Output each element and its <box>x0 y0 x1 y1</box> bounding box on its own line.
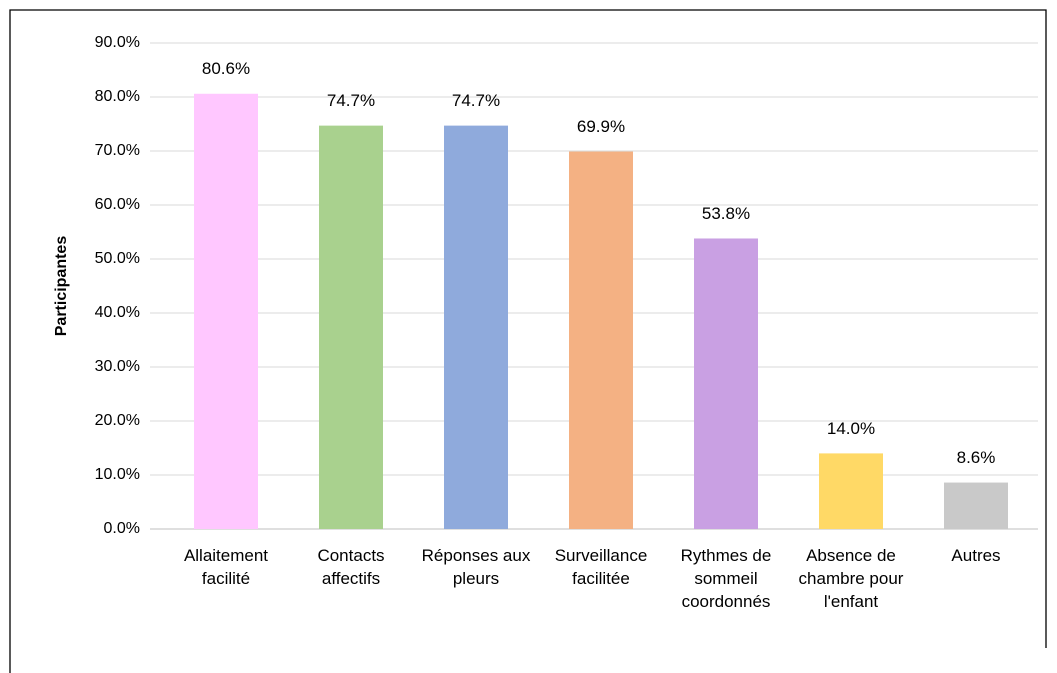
bar <box>444 125 508 530</box>
y-tick-label: 10.0% <box>95 466 140 483</box>
value-label: 74.7% <box>327 91 375 110</box>
bar <box>194 93 258 529</box>
y-tick-label: 90.0% <box>95 34 140 51</box>
y-tick-label: 40.0% <box>95 304 140 321</box>
x-tick-label: Allaitement facilité <box>183 546 269 588</box>
y-tick-label: 30.0% <box>95 358 140 375</box>
x-tick-label: Contacts affectifs <box>317 546 385 588</box>
y-axis-label: Participantes <box>53 236 70 337</box>
x-tick-label: Surveillance facilitée <box>554 546 648 588</box>
y-tick-label: 60.0% <box>95 196 140 213</box>
value-label: 74.7% <box>452 91 500 110</box>
bar <box>944 482 1008 529</box>
y-tick-label: 50.0% <box>95 250 140 267</box>
bar <box>569 151 633 530</box>
frame <box>9 9 1047 673</box>
y-tick-label: 0.0% <box>104 520 140 537</box>
x-tick-label: Autres <box>951 546 1001 565</box>
x-tick-label: Réponses aux pleurs <box>421 546 531 588</box>
bar <box>819 453 883 529</box>
bar <box>694 238 758 530</box>
value-label: 8.6% <box>957 448 996 467</box>
value-label: 69.9% <box>577 117 625 136</box>
value-label: 53.8% <box>702 204 750 223</box>
x-tick-label: Rythmes de sommeil coordonnés <box>680 546 772 611</box>
y-tick-label: 80.0% <box>95 88 140 105</box>
bar <box>319 125 383 530</box>
value-label: 14.0% <box>827 419 875 438</box>
y-tick-label: 70.0% <box>95 142 140 159</box>
value-label: 80.6% <box>202 59 250 78</box>
y-tick-label: 20.0% <box>95 412 140 429</box>
x-tick-label: Absence de chambre pour l'enfant <box>798 546 904 611</box>
